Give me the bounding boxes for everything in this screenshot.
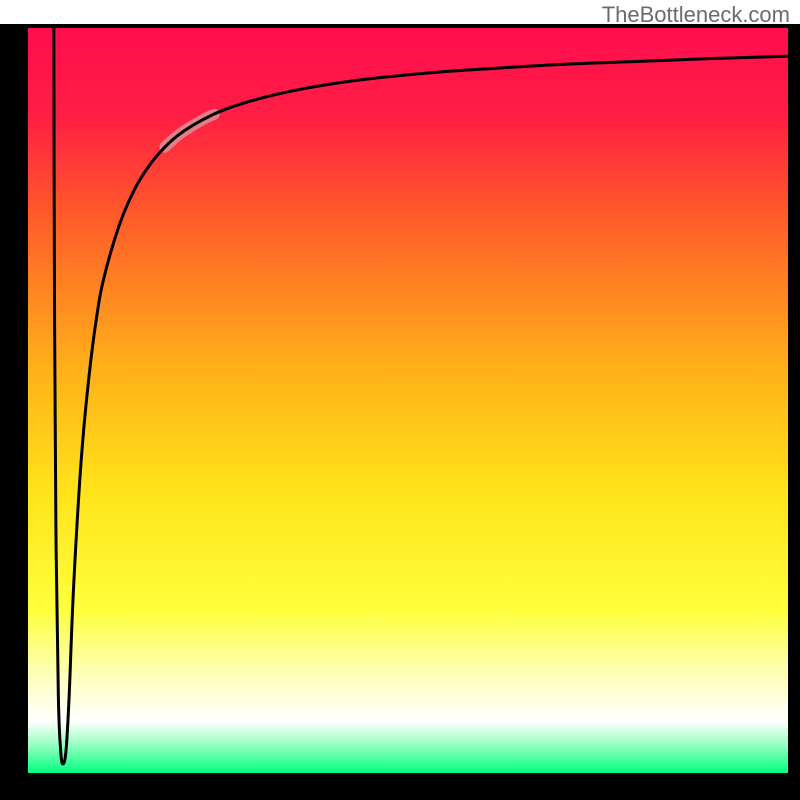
chart-root: TheBottleneck.com bbox=[0, 0, 800, 800]
plot-area bbox=[0, 24, 800, 800]
watermark-text: TheBottleneck.com bbox=[602, 2, 790, 28]
chart-svg bbox=[0, 0, 800, 800]
